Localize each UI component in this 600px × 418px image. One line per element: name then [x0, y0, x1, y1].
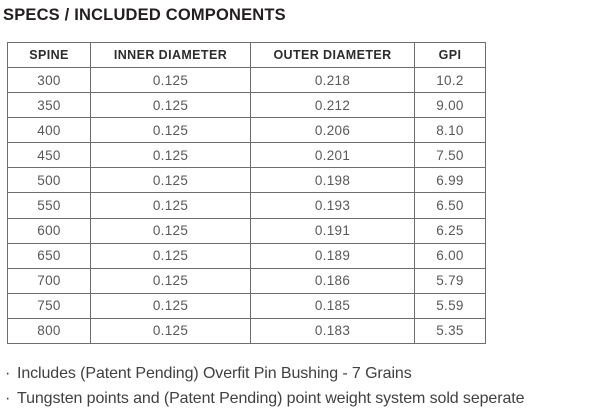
- table-cell: 5.79: [414, 267, 486, 294]
- table-cell: 700: [7, 267, 91, 294]
- table-cell: 0.198: [250, 167, 415, 194]
- table-cell: 0.125: [90, 142, 251, 169]
- table-cell: 0.189: [250, 242, 415, 269]
- note-line: · Includes (Patent Pending) Overfit Pin B…: [5, 361, 600, 386]
- table-row: 650 0.125 0.189 6.00: [7, 242, 486, 269]
- table-cell: 300: [7, 66, 91, 94]
- table-cell: 6.25: [414, 217, 486, 244]
- table-cell: 500: [7, 167, 91, 194]
- table-cell: 400: [7, 117, 91, 144]
- table-cell: 0.193: [250, 192, 415, 219]
- table-cell: 10.2: [414, 66, 486, 94]
- table-row: 700 0.125 0.186 5.79: [7, 267, 486, 294]
- table-row: 750 0.125 0.185 5.59: [7, 292, 486, 319]
- table-cell: 0.125: [90, 317, 251, 345]
- table-cell: 0.125: [90, 267, 251, 294]
- table-cell: 0.218: [250, 66, 415, 94]
- table-cell: 0.125: [90, 292, 251, 319]
- notes-section: · Includes (Patent Pending) Overfit Pin B…: [5, 361, 600, 411]
- table-cell: 0.185: [250, 292, 415, 319]
- table-cell: 800: [7, 317, 91, 345]
- table-cell: 0.186: [250, 267, 415, 294]
- table-cell: 750: [7, 292, 91, 319]
- table-cell: 600: [7, 217, 91, 244]
- bullet-icon: ·: [5, 365, 11, 383]
- table-cell: 0.125: [90, 66, 251, 94]
- table-cell: 550: [7, 192, 91, 219]
- table-row: 550 0.125 0.193 6.50: [7, 192, 486, 219]
- table-cell: 0.183: [250, 317, 415, 345]
- table-cell: 0.206: [250, 117, 415, 144]
- table-cell: 650: [7, 242, 91, 269]
- note-line: · Tungsten points and (Patent Pending) po…: [5, 386, 600, 411]
- table-row: 300 0.125 0.218 10.2: [7, 66, 486, 94]
- column-header-gpi: GPI: [414, 42, 486, 68]
- table-cell: 0.125: [90, 242, 251, 269]
- table-cell: 0.125: [90, 117, 251, 144]
- table-cell: 0.212: [250, 92, 415, 119]
- table-row: 800 0.125 0.183 5.35: [7, 317, 486, 345]
- table-cell: 0.191: [250, 217, 415, 244]
- table-header-row: SPINE INNER DIAMETER OUTER DIAMETER GPI: [7, 42, 486, 68]
- table-cell: 0.201: [250, 142, 415, 169]
- table-row: 450 0.125 0.201 7.50: [7, 142, 486, 169]
- table-cell: 9.00: [414, 92, 486, 119]
- bullet-icon: ·: [5, 390, 11, 408]
- page-title: SPECS / INCLUDED COMPONENTS: [3, 5, 286, 24]
- column-header-spine: SPINE: [7, 42, 91, 68]
- column-header-outer-diameter: OUTER DIAMETER: [250, 42, 415, 68]
- table-cell: 6.00: [414, 242, 486, 269]
- note-text: Tungsten points and (Patent Pending) poi…: [17, 390, 525, 408]
- table-row: 350 0.125 0.212 9.00: [7, 92, 486, 119]
- table-cell: 450: [7, 142, 91, 169]
- specs-table-body: 300 0.125 0.218 10.2 350 0.125 0.212 9.00 400 0.1…: [7, 66, 486, 345]
- table-cell: 5.35: [414, 317, 486, 345]
- note-text: Includes (Patent Pending) Overfit Pin Bu…: [17, 365, 412, 383]
- table-row: 500 0.125 0.198 6.99: [7, 167, 486, 194]
- specs-table: SPINE INNER DIAMETER OUTER DIAMETER GPI …: [7, 42, 486, 345]
- table-cell: 7.50: [414, 142, 486, 169]
- column-header-inner-diameter: INNER DIAMETER: [90, 42, 251, 68]
- table-cell: 8.10: [414, 117, 486, 144]
- table-cell: 0.125: [90, 217, 251, 244]
- table-cell: 0.125: [90, 167, 251, 194]
- table-cell: 0.125: [90, 92, 251, 119]
- table-row: 400 0.125 0.206 8.10: [7, 117, 486, 144]
- table-cell: 350: [7, 92, 91, 119]
- table-cell: 6.99: [414, 167, 486, 194]
- table-cell: 0.125: [90, 192, 251, 219]
- table-cell: 6.50: [414, 192, 486, 219]
- table-row: 600 0.125 0.191 6.25: [7, 217, 486, 244]
- table-cell: 5.59: [414, 292, 486, 319]
